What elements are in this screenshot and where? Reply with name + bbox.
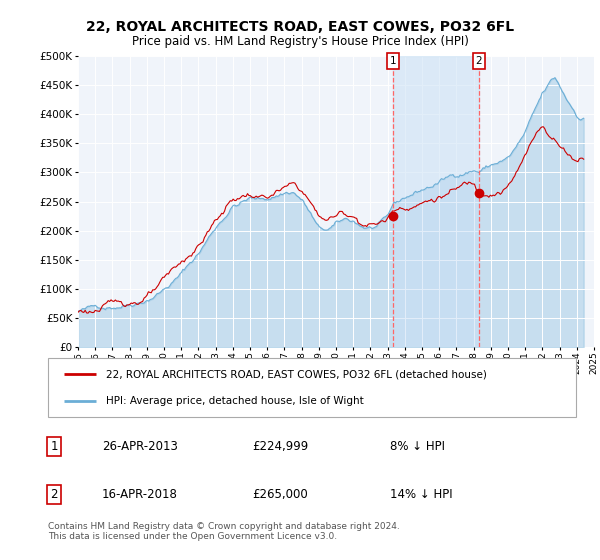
Text: 16-APR-2018: 16-APR-2018: [102, 488, 178, 501]
Bar: [393, 56, 479, 347]
Text: £265,000: £265,000: [252, 488, 308, 501]
Text: 22, ROYAL ARCHITECTS ROAD, EAST COWES, PO32 6FL: 22, ROYAL ARCHITECTS ROAD, EAST COWES, P…: [86, 20, 514, 34]
Text: HPI: Average price, detached house, Isle of Wight: HPI: Average price, detached house, Isle…: [106, 396, 364, 407]
Text: 8% ↓ HPI: 8% ↓ HPI: [390, 440, 445, 453]
Text: Contains HM Land Registry data © Crown copyright and database right 2024.
This d: Contains HM Land Registry data © Crown c…: [48, 522, 400, 542]
Text: 26-APR-2013: 26-APR-2013: [102, 440, 178, 453]
Text: 1: 1: [389, 56, 396, 66]
Text: 14% ↓ HPI: 14% ↓ HPI: [390, 488, 452, 501]
Text: £224,999: £224,999: [252, 440, 308, 453]
Text: Price paid vs. HM Land Registry's House Price Index (HPI): Price paid vs. HM Land Registry's House …: [131, 35, 469, 48]
Text: 1: 1: [50, 440, 58, 453]
Text: 2: 2: [50, 488, 58, 501]
FancyBboxPatch shape: [48, 358, 576, 417]
Text: 22, ROYAL ARCHITECTS ROAD, EAST COWES, PO32 6FL (detached house): 22, ROYAL ARCHITECTS ROAD, EAST COWES, P…: [106, 369, 487, 379]
Text: 2: 2: [475, 56, 482, 66]
